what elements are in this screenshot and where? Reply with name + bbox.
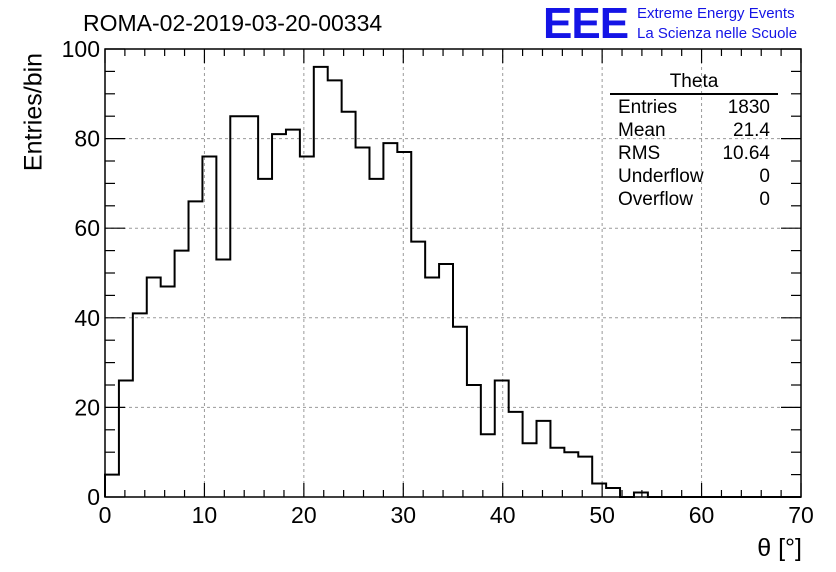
y-tick-label: 100: [62, 36, 100, 62]
histogram-bin: [272, 134, 286, 497]
x-tick-labels: 0 10 20 30 40 50 60 70: [99, 502, 814, 528]
x-tick-label: 40: [490, 502, 516, 528]
histogram-bin: [216, 260, 230, 497]
x-tick-label: 50: [589, 502, 615, 528]
histogram-bin: [537, 421, 551, 497]
histogram-bin: [369, 179, 383, 497]
histogram-bin: [606, 488, 620, 497]
histogram-bin: [481, 434, 495, 497]
histogram-bin: [509, 412, 523, 497]
histogram-bin: [383, 143, 397, 497]
x-tick-label: 70: [788, 502, 814, 528]
y-tick-label: 60: [74, 215, 100, 241]
y-tick-label: 0: [87, 484, 100, 510]
stats-box: Theta Entries 1830 Mean 21.4 RMS 10.64 U…: [610, 72, 778, 211]
y-tick-labels: 0 20 40 60 80 100: [62, 36, 100, 510]
histogram-bin: [550, 448, 564, 497]
stats-label: Entries: [618, 97, 678, 118]
y-tick-label: 80: [74, 126, 100, 152]
histogram-bin: [105, 475, 119, 497]
stats-value: 10.64: [722, 143, 770, 164]
x-tick-label: 0: [99, 502, 112, 528]
stats-value: 0: [759, 166, 770, 187]
histogram-bin: [453, 327, 467, 497]
histogram-bin: [578, 457, 592, 497]
histogram-bin: [425, 277, 439, 497]
x-tick-label: 10: [192, 502, 218, 528]
axis-ticks: [104, 48, 802, 498]
brand-line-1: Extreme Energy Events: [637, 5, 795, 22]
histogram-bin: [244, 116, 258, 497]
histogram-bin: [439, 264, 453, 497]
stats-row: Overflow 0: [610, 188, 778, 211]
stats-row: Underflow 0: [610, 165, 778, 188]
stats-row: Mean 21.4: [610, 119, 778, 142]
histogram-bin: [286, 130, 300, 497]
brand-text: Extreme Energy Events La Scienza nelle S…: [637, 4, 797, 44]
histogram-bin: [133, 313, 147, 497]
x-tick-label: 60: [689, 502, 715, 528]
y-tick-label: 40: [74, 305, 100, 331]
histogram-bin: [523, 443, 537, 497]
stats-label: Mean: [618, 120, 666, 141]
x-tick-label: 30: [390, 502, 416, 528]
histogram-bin: [189, 201, 203, 497]
histogram-bin: [467, 385, 481, 497]
brand-line-2: La Scienza nelle Scuole: [637, 25, 798, 42]
histogram-bin: [397, 152, 411, 497]
histogram-bin: [592, 484, 606, 497]
eee-logo: EEE: [543, 0, 629, 48]
y-tick-label: 20: [74, 394, 100, 420]
stats-value: 21.4: [733, 120, 770, 141]
histogram-bin: [356, 148, 370, 497]
stats-label: Overflow: [618, 189, 693, 210]
histogram-bin: [119, 381, 133, 497]
run-title: ROMA-02-2019-03-20-00334: [83, 10, 383, 36]
x-tick-label: 20: [291, 502, 317, 528]
histogram-bin: [495, 381, 509, 497]
stats-label: Underflow: [618, 166, 704, 187]
stats-title: Theta: [610, 72, 778, 95]
stats-label: RMS: [618, 143, 661, 164]
histogram-bin: [230, 116, 244, 497]
histogram-bin: [411, 242, 425, 497]
grid-lines: [105, 49, 801, 497]
histogram-bin: [342, 112, 356, 497]
histogram-bin: [258, 179, 272, 497]
histogram-bin: [300, 157, 314, 497]
x-axis-label: θ [°]: [757, 534, 802, 562]
histogram-bin: [564, 452, 578, 497]
histogram-bin: [147, 277, 161, 497]
histogram-bin: [328, 80, 342, 497]
histogram-bin: [314, 67, 328, 497]
stats-row: Entries 1830: [610, 96, 778, 119]
stats-value: 1830: [727, 97, 770, 118]
stats-row: RMS 10.64: [610, 142, 778, 165]
stats-value: 0: [759, 189, 770, 210]
histogram-bin: [175, 251, 189, 497]
y-axis-label: Entries/bin: [19, 52, 48, 172]
